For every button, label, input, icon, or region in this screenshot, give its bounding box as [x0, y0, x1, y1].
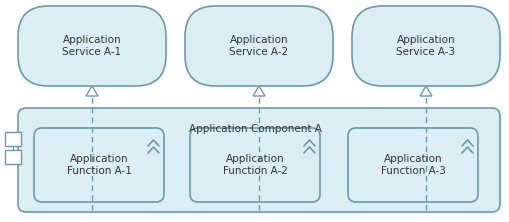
FancyBboxPatch shape [352, 6, 500, 86]
FancyBboxPatch shape [190, 128, 320, 202]
Text: Application
Function A-1: Application Function A-1 [67, 154, 131, 176]
Text: Application Component A: Application Component A [188, 124, 322, 134]
Polygon shape [420, 86, 432, 96]
Text: Application
Function A-3: Application Function A-3 [381, 154, 445, 176]
FancyBboxPatch shape [348, 128, 478, 202]
Bar [5, 132, 21, 146]
FancyBboxPatch shape [185, 6, 333, 86]
FancyBboxPatch shape [18, 108, 500, 212]
FancyBboxPatch shape [34, 128, 164, 202]
Polygon shape [253, 86, 265, 96]
Bar [5, 150, 21, 164]
FancyBboxPatch shape [18, 6, 166, 86]
Text: Application
Service A-1: Application Service A-1 [63, 35, 122, 57]
Text: Application
Function A-2: Application Function A-2 [222, 154, 288, 176]
Text: Application
Service A-3: Application Service A-3 [397, 35, 456, 57]
Text: Application
Service A-2: Application Service A-2 [230, 35, 289, 57]
Polygon shape [86, 86, 98, 96]
